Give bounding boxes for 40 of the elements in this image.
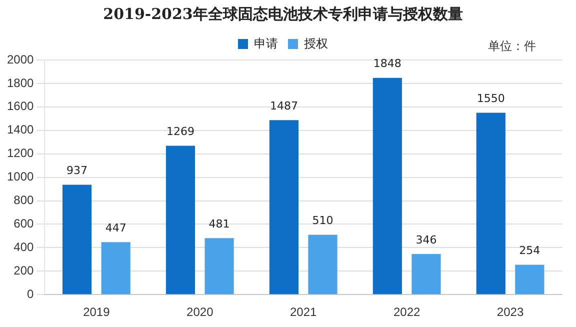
data-label: 1550 <box>476 92 505 106</box>
bar <box>476 112 506 294</box>
bar <box>308 234 338 294</box>
y-tick-label: 600 <box>14 216 34 231</box>
y-tick-label: 1200 <box>6 146 34 160</box>
bar <box>204 238 234 294</box>
data-label: 346 <box>416 233 437 246</box>
text: 单位：件 <box>488 38 536 55</box>
y-tick-label: 400 <box>14 240 34 254</box>
bar <box>62 184 92 294</box>
x-tick-label: 2021 <box>290 305 318 320</box>
legend-label: 授权 <box>304 36 328 50</box>
y-tick-label: 200 <box>14 263 34 278</box>
data-label: 254 <box>519 244 540 258</box>
x-tick-label: 2023 <box>496 305 524 320</box>
data-label: 447 <box>105 222 126 235</box>
y-tick-label: 1000 <box>6 170 34 184</box>
data-label: 1269 <box>166 125 194 138</box>
bar <box>269 120 298 294</box>
bar <box>515 264 544 294</box>
bar <box>101 242 130 294</box>
chart-title: 2019-2023年全球固态电池技术专利申请与授权数量 <box>103 4 463 23</box>
data-label: 1487 <box>270 100 298 113</box>
data-label: 510 <box>312 214 334 228</box>
y-tick-label: 1800 <box>6 76 34 90</box>
x-tick-label: 2019 <box>83 305 110 320</box>
y-tick-label: 800 <box>14 193 34 208</box>
x-tick-label: 2022 <box>393 305 420 320</box>
bar <box>412 254 441 294</box>
bar <box>372 78 402 294</box>
bar <box>166 146 196 294</box>
y-tick-label: 1600 <box>6 99 34 114</box>
data-label: 1848 <box>373 57 402 70</box>
y-tick-label: 1400 <box>6 122 34 137</box>
y-tick-label: 2000 <box>6 52 34 66</box>
x-tick-label: 2020 <box>186 305 214 320</box>
legend-label: 申请 <box>254 36 278 50</box>
data-label: 937 <box>66 164 88 178</box>
y-tick-label: 0 <box>27 286 34 301</box>
data-label: 481 <box>208 218 230 231</box>
